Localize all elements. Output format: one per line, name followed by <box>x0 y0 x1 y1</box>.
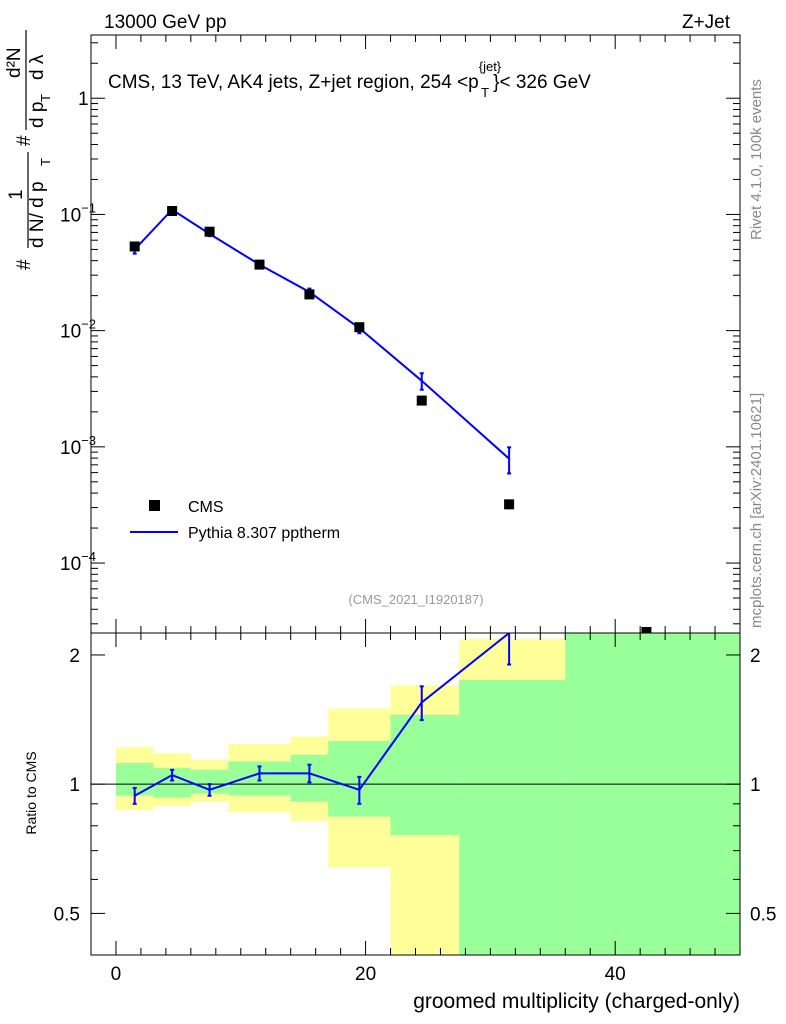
cms-data-point <box>641 627 652 637</box>
title-subscript: T <box>481 85 489 100</box>
ratio-y-tick-label-left: 2 <box>69 646 80 667</box>
ratio-pythia-line <box>134 632 510 797</box>
main-y-tick-label: 10−4 <box>60 549 96 575</box>
main-x-ticks <box>115 35 741 633</box>
ratio-band-inner <box>565 633 740 955</box>
legend-pythia-label: Pythia 8.307 pptherm <box>188 525 340 542</box>
ratio-band-inner <box>390 714 460 836</box>
ratio-errorbar <box>419 685 424 722</box>
main-y-tick-base: 10 <box>60 438 81 459</box>
legend-cms-marker <box>149 500 160 511</box>
ylabel-lambda: d λ <box>27 54 48 80</box>
cms-data-point <box>254 259 265 270</box>
ratio-errorbar <box>207 783 212 797</box>
main-y-ticks: 110−110−210−310−4 <box>60 42 740 625</box>
main-plot-frame <box>90 34 741 634</box>
ylabel-denominator-sub: T <box>38 158 53 166</box>
ratio-errorbar <box>507 633 512 666</box>
ratio-plot-area <box>91 632 740 955</box>
ratio-y-tick-label-left: 1 <box>69 775 80 796</box>
ylabel-one: 1 <box>6 189 27 200</box>
cms-data-point <box>167 206 178 217</box>
main-y-tick-exponent: −2 <box>81 317 96 332</box>
header-process-label: Z+Jet <box>682 12 731 33</box>
rivet-version-label: Rivet 4.1.0, 100k events <box>748 79 765 240</box>
ylabel-numerator: d²N <box>4 47 25 78</box>
main-y-tick-base: 10 <box>60 205 81 226</box>
x-axis-label: groomed multiplicity (charged-only) <box>413 990 740 1013</box>
ratio-y-tick-label-right: 1 <box>750 775 761 796</box>
ylabel-hash2: # <box>14 135 35 146</box>
ratio-errorbar <box>170 768 175 782</box>
x-tick-label: 20 <box>355 964 376 985</box>
analysis-id-watermark: (CMS_2021_I1920187) <box>348 592 483 607</box>
ylabel-den2-sub: T <box>38 94 53 102</box>
cms-data-point <box>504 499 515 510</box>
ratio-errorbar <box>357 775 362 805</box>
chart-title: CMS, 13 TeV, AK4 jets, Z+jet region, 254… <box>108 59 591 100</box>
cms-data-point <box>129 241 140 252</box>
ratio-band-inner <box>459 679 566 955</box>
main-y-tick-label: 10−1 <box>60 200 96 226</box>
main-y-tick-label: 10−3 <box>60 433 96 459</box>
cms-data-point <box>416 395 427 406</box>
ratio-errorbar <box>132 786 137 805</box>
ratio-errorbar <box>257 765 262 782</box>
ratio-errorbar <box>307 763 312 784</box>
ylabel-hash: # <box>14 259 35 270</box>
ylabel-denominator: d N/ d p <box>27 181 48 248</box>
legend: CMS Pythia 8.307 pptherm <box>130 499 340 542</box>
ratio-y-tick-label-right: 0.5 <box>750 904 776 925</box>
main-y-tick-exponent: −1 <box>81 200 96 215</box>
ratio-ticks: 0.5 0.51 12 20 20 40 <box>54 633 776 985</box>
mcplots-label: mcplots.cern.ch [arXiv:2401.10621] <box>748 393 765 628</box>
pythia-errorbar <box>419 372 424 391</box>
cms-data-point <box>204 226 215 237</box>
header-energy-label: 13000 GeV pp <box>104 12 227 33</box>
main-plot-area <box>129 206 652 637</box>
title-prefix: CMS, 13 TeV, AK4 jets, Z+jet region, 254… <box>108 72 479 93</box>
legend-cms-label: CMS <box>188 499 224 516</box>
ratio-y-tick-label-right: 2 <box>750 646 761 667</box>
main-y-tick-label: 1 <box>78 89 89 110</box>
main-y-tick-base: 1 <box>78 89 89 110</box>
x-tick-label: 0 <box>111 964 122 985</box>
title-suffix: }< 326 GeV <box>493 72 591 93</box>
x-tick-label: 40 <box>605 964 626 985</box>
main-y-tick-exponent: −3 <box>81 433 96 448</box>
pythia-line <box>133 208 510 460</box>
main-y-tick-base: 10 <box>60 322 81 343</box>
ylabel-den2: d p <box>27 102 48 128</box>
pythia-errorbar <box>507 446 512 475</box>
ratio-y-tick-label-left: 0.5 <box>54 904 80 925</box>
main-y-axis-label: # 1 d N/ d p T # d²N d p T d λ <box>4 30 53 270</box>
ratio-y-axis-label: Ratio to CMS <box>23 751 39 834</box>
main-y-tick-exponent: −4 <box>81 549 96 564</box>
cms-data-point <box>304 289 315 300</box>
main-y-tick-label: 10−2 <box>60 317 96 343</box>
cms-data-point <box>354 322 365 333</box>
title-superscript: {jet} <box>479 59 502 74</box>
main-y-tick-base: 10 <box>60 554 81 575</box>
